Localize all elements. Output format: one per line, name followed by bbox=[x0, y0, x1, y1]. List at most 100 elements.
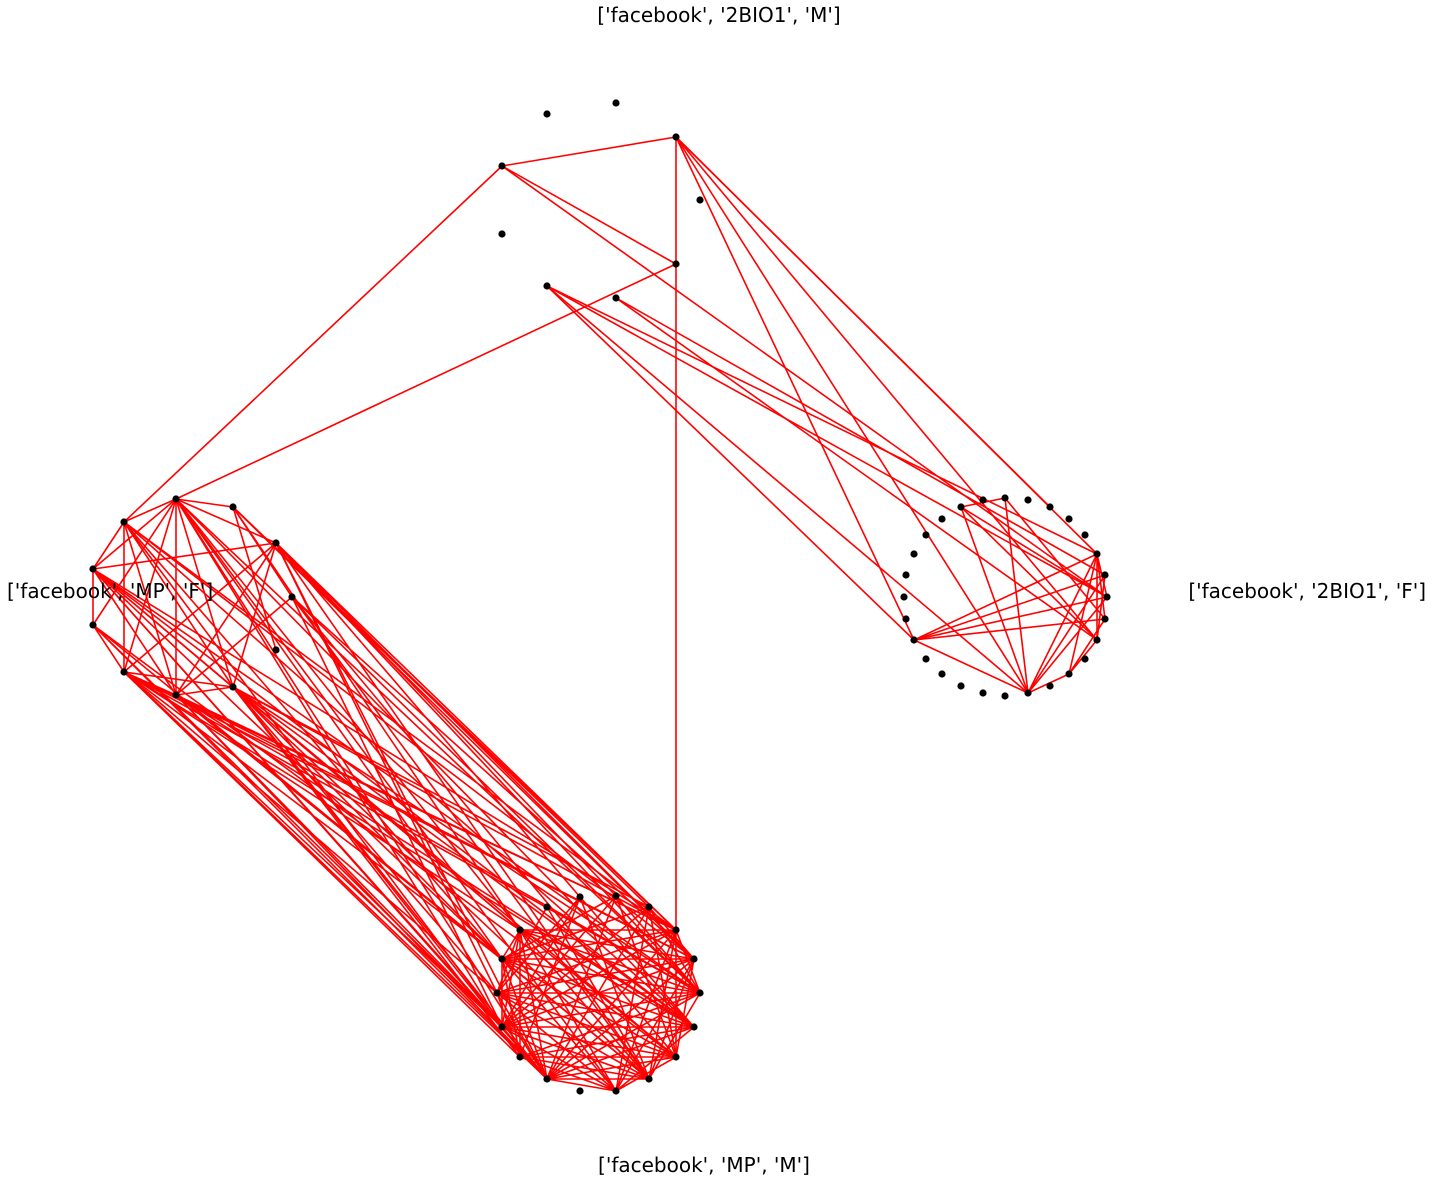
edge-B2-B6 bbox=[615, 895, 701, 994]
edge-L1-L2 bbox=[175, 498, 234, 508]
edge-T8-R8 bbox=[615, 297, 1106, 576]
edge-B2-B12 bbox=[546, 895, 617, 1080]
edge-B9-B16 bbox=[501, 958, 650, 1080]
node-layer bbox=[89, 99, 1111, 1095]
node-R23 bbox=[900, 593, 908, 601]
edge-B10-B14 bbox=[501, 1026, 617, 1092]
edge-L10-B3 bbox=[232, 686, 650, 908]
edge-T3-T6 bbox=[501, 165, 677, 265]
node-B12 bbox=[543, 1075, 551, 1083]
node-R9 bbox=[1103, 593, 1111, 601]
edge-B6-B13 bbox=[519, 992, 701, 1058]
node-R8 bbox=[1101, 571, 1109, 579]
node-B2 bbox=[612, 892, 620, 900]
edge-B5-B17 bbox=[519, 929, 695, 960]
edge-L3-L9 bbox=[175, 542, 277, 696]
node-B16 bbox=[498, 955, 506, 963]
node-R21 bbox=[910, 636, 918, 644]
edge-B0-B9 bbox=[546, 906, 650, 1080]
edge-R0-R11 bbox=[960, 506, 1098, 641]
edge-L0-L4 bbox=[92, 521, 125, 570]
node-R26 bbox=[922, 531, 930, 539]
edge-L10-B13 bbox=[232, 686, 521, 1058]
edge-B5-B12 bbox=[546, 958, 695, 1080]
node-L10 bbox=[229, 683, 237, 691]
edge-R13-R7 bbox=[1068, 553, 1098, 675]
edge-L8-B12 bbox=[123, 671, 548, 1080]
edge-B4-B15 bbox=[496, 929, 677, 994]
edge-T2-R4 bbox=[675, 136, 1051, 508]
node-B8 bbox=[672, 1053, 680, 1061]
edge-R2-R10 bbox=[1004, 497, 1106, 620]
edge-L5-B8 bbox=[291, 596, 677, 1058]
edge-B1-B9 bbox=[579, 896, 650, 1080]
edge-B10-B16 bbox=[501, 958, 617, 1092]
edge-T3-R9 bbox=[501, 165, 1108, 598]
edge-L9-B6 bbox=[175, 694, 701, 994]
edge-L9-B4 bbox=[175, 694, 677, 931]
node-T1 bbox=[612, 99, 620, 107]
node-B15 bbox=[493, 989, 501, 997]
edge-B3-B14 bbox=[501, 906, 650, 1028]
node-R24 bbox=[902, 571, 910, 579]
node-B9 bbox=[645, 1075, 653, 1083]
node-L8 bbox=[120, 668, 128, 676]
edge-L3-B4 bbox=[275, 542, 677, 931]
edge-T7-R15 bbox=[546, 285, 1029, 694]
edge-B1-B13 bbox=[519, 896, 581, 1058]
edge-L0-B16 bbox=[123, 521, 503, 960]
edge-L8-B7 bbox=[123, 671, 695, 1028]
edge-L9-B7 bbox=[175, 694, 695, 1028]
edge-L6-L1 bbox=[92, 498, 177, 626]
group-label-right: ['facebook', '2BIO1', 'F'] bbox=[1188, 579, 1426, 603]
edge-R8-R21 bbox=[913, 574, 1106, 641]
edge-T2-R21 bbox=[675, 136, 915, 641]
node-L2 bbox=[229, 503, 237, 511]
edge-B10-B13 bbox=[519, 1056, 617, 1092]
node-R19 bbox=[938, 670, 946, 678]
edge-B9-B14 bbox=[501, 1026, 650, 1080]
edge-B12-B14 bbox=[501, 1026, 548, 1080]
edge-B3-B10 bbox=[615, 906, 650, 1092]
node-L4 bbox=[89, 565, 97, 573]
edge-B5-B10 bbox=[615, 958, 695, 1092]
edge-L3-B5 bbox=[275, 542, 695, 960]
edge-B9-B13 bbox=[519, 1056, 650, 1080]
edge-L10-B6 bbox=[232, 686, 701, 994]
node-L9 bbox=[172, 691, 180, 699]
edge-B7-B12 bbox=[546, 1026, 695, 1080]
edge-B6-B14 bbox=[501, 992, 701, 1028]
edge-B13-B16 bbox=[501, 958, 521, 1058]
edge-B1-B15 bbox=[496, 896, 581, 994]
node-R2 bbox=[1001, 494, 1009, 502]
edge-B13-B15 bbox=[496, 992, 521, 1058]
node-B4 bbox=[672, 926, 680, 934]
edge-L5-L9 bbox=[175, 596, 293, 696]
node-B7 bbox=[690, 1023, 698, 1031]
node-T2 bbox=[672, 133, 680, 141]
node-T6 bbox=[672, 260, 680, 268]
node-B17 bbox=[516, 926, 524, 934]
node-R7 bbox=[1093, 550, 1101, 558]
edge-B7-B17 bbox=[519, 929, 695, 1028]
edge-L10-B16 bbox=[232, 686, 503, 960]
node-L1 bbox=[172, 495, 180, 503]
node-B0 bbox=[543, 903, 551, 911]
edge-B3-B6 bbox=[648, 906, 701, 994]
edge-L5-B9 bbox=[291, 596, 650, 1080]
node-L0 bbox=[120, 518, 128, 526]
node-R1 bbox=[979, 496, 987, 504]
node-R11 bbox=[1093, 636, 1101, 644]
edge-B1-B7 bbox=[579, 896, 695, 1028]
edge-L1-B6 bbox=[175, 498, 701, 994]
edge-L9-B5 bbox=[175, 694, 695, 960]
edge-L10-B15 bbox=[232, 686, 498, 994]
edge-L0-L1 bbox=[123, 498, 177, 523]
edge-L6-L8 bbox=[92, 624, 125, 673]
edge-B6-B9 bbox=[648, 992, 701, 1080]
node-L7 bbox=[272, 646, 280, 654]
edge-T6-L1 bbox=[175, 263, 677, 500]
edge-L5-B5 bbox=[291, 596, 695, 960]
edge-R21-R9 bbox=[913, 596, 1108, 641]
